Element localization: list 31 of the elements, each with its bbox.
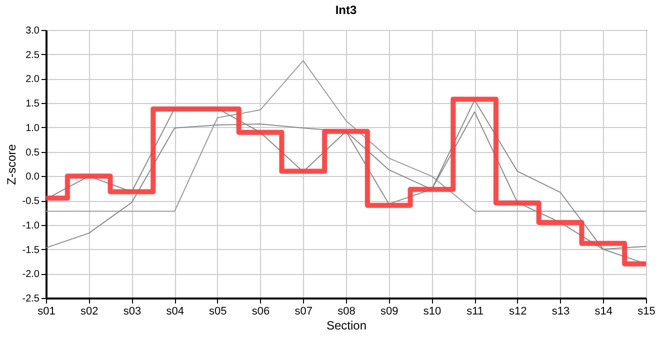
y-tick-label: -1.0 (22, 220, 40, 232)
chart-title: Int3 (335, 3, 357, 17)
x-tick-label: s03 (123, 306, 142, 318)
x-tick-label: s15 (638, 306, 656, 318)
y-tick-label: 1.5 (26, 98, 40, 110)
y-tick-label: 2.0 (26, 74, 40, 86)
x-tick-label: s10 (423, 306, 442, 318)
y-tick-label: -0.5 (22, 196, 40, 208)
x-tick-label: s14 (594, 306, 613, 318)
y-tick-label: 0.0 (26, 172, 40, 183)
y-tick-label: -2.5 (22, 294, 40, 304)
x-tick-label: s13 (552, 306, 570, 318)
x-tick-label: s06 (252, 306, 270, 318)
y-tick-label: 0.5 (26, 147, 40, 158)
x-tick-label: s07 (294, 306, 313, 318)
y-tick-label: -1.5 (22, 244, 40, 256)
x-tick-label: s01 (38, 306, 56, 318)
x-tick-label: s04 (166, 306, 184, 318)
line-series (46, 60, 646, 212)
x-axis-title: Section (326, 318, 367, 332)
y-tick-label: -2.0 (22, 269, 40, 280)
y-tick-label: 2.5 (26, 50, 40, 61)
x-tick-label: s02 (80, 306, 98, 318)
x-tick-label: s09 (380, 306, 398, 318)
x-tick-label: s08 (338, 306, 356, 318)
x-tick-label: s05 (209, 306, 227, 318)
x-tick-label: s11 (466, 306, 484, 318)
y-tick-label: 3.0 (26, 26, 40, 36)
y-tick-label: 1.0 (26, 122, 40, 134)
y-axis-title: Z-score (4, 144, 18, 185)
x-tick-label: s12 (509, 306, 527, 318)
